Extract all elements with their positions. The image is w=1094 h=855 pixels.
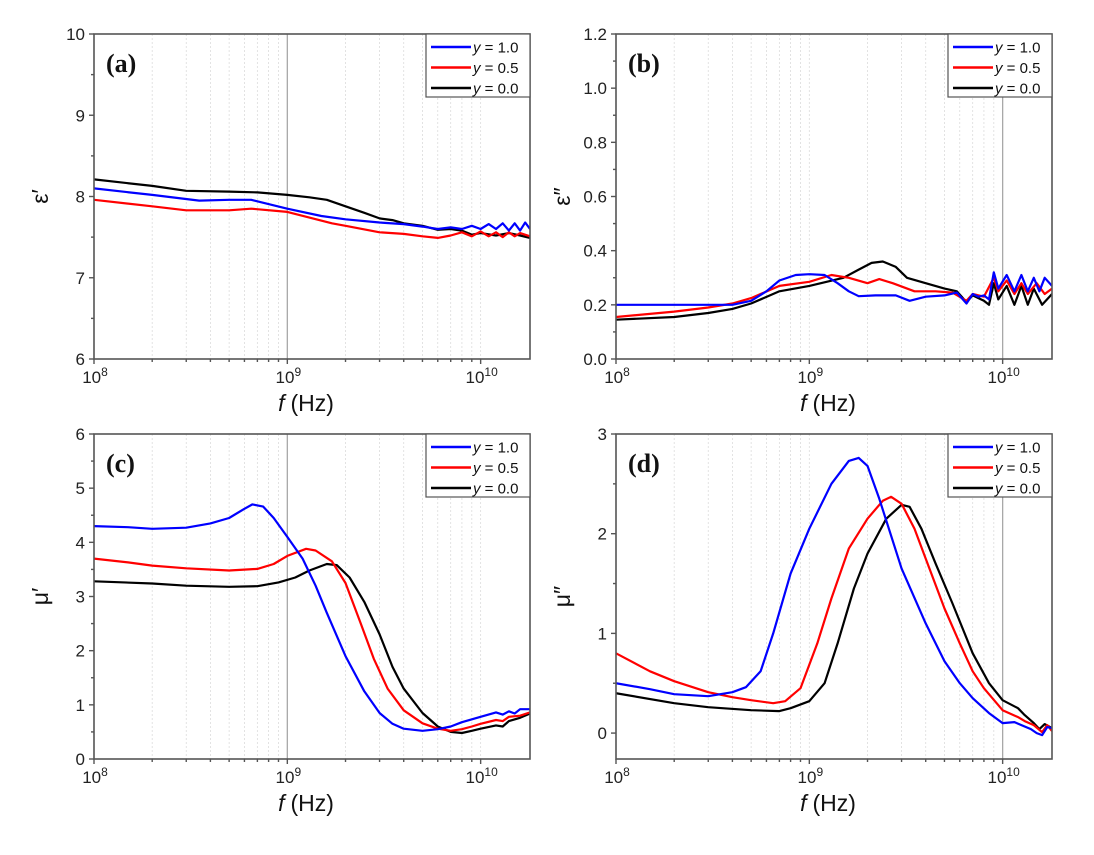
legend-label: y = 0.0 (472, 481, 518, 498)
y-tick-label: 3 (598, 425, 607, 444)
legend: y = 1.0 y = 0.5 y = 0.0 (947, 433, 1053, 498)
y-axis-title: μ″ (549, 586, 575, 607)
x-tick-label: 109 (276, 765, 302, 787)
y-tick-label: 1.0 (583, 79, 607, 98)
x-axis-title: f (Hz) (800, 790, 856, 816)
legend-label: y = 1.0 (472, 40, 518, 57)
y-axis-title: μ′ (27, 588, 53, 606)
panel-a: 6 7 8 9 10 108 109 1010 f (Hz) ε′ (a) y = 1.0 y = 0.5… (27, 25, 531, 416)
y-tick-label: 6 (76, 350, 85, 369)
panel-label: (d) (628, 449, 660, 478)
plot-frame (615, 433, 1053, 760)
legend: y = 1.0 y = 0.5 y = 0.0 (947, 33, 1053, 98)
x-tick-label: 109 (798, 365, 824, 387)
series-group (94, 178, 530, 239)
panel-label: (c) (106, 449, 135, 478)
series-line-y-0-5 (616, 495, 1052, 734)
legend-label: y = 0.5 (472, 460, 518, 477)
y-tick-label: 2 (76, 642, 85, 661)
y-tick-label: 4 (76, 533, 85, 552)
x-tick-label: 1010 (988, 365, 1021, 387)
x-tick-label: 109 (798, 765, 824, 787)
legend-label: y = 0.0 (472, 81, 518, 98)
panel-label: (a) (106, 49, 136, 78)
series-group (94, 503, 530, 735)
y-tick-label: 6 (76, 425, 85, 444)
legend-label: y = 0.0 (994, 81, 1040, 98)
y-tick-label: 8 (76, 188, 85, 207)
y-tick-label: 3 (76, 588, 85, 607)
x-tick-label: 1010 (466, 365, 499, 387)
series-line-y-1-0 (616, 456, 1052, 737)
y-tick-label: 5 (76, 479, 85, 498)
x-tick-label: 1010 (466, 765, 499, 787)
y-tick-label: 0.0 (583, 350, 607, 369)
legend-label: y = 1.0 (472, 440, 518, 457)
x-tick-label: 1010 (988, 765, 1021, 787)
legend-label: y = 0.5 (994, 460, 1040, 477)
x-axis-title: f (Hz) (278, 390, 334, 416)
legend-box (947, 433, 1053, 498)
series-line-y-1-0 (94, 503, 530, 732)
series-line-y-1-0 (616, 271, 1052, 306)
x-axis-title: f (Hz) (800, 390, 856, 416)
gridlines (151, 434, 482, 759)
series-line-y-1-0 (94, 187, 530, 232)
gridlines (151, 34, 482, 359)
x-tick-label: 108 (82, 365, 108, 387)
panel-b: 0.0 0.2 0.4 0.6 0.8 1.0 1.2 108 109 1010 f (Hz) ε″ (b… (549, 25, 1053, 416)
series-group (616, 260, 1052, 321)
series-line-y-0-5 (94, 547, 530, 732)
y-tick-label: 7 (76, 269, 85, 288)
x-tick-label: 108 (82, 765, 108, 787)
panel-label: (b) (628, 49, 660, 78)
legend-label: y = 0.5 (472, 60, 518, 77)
legend: y = 1.0 y = 0.5 y = 0.0 (425, 433, 531, 498)
legend-label: y = 0.0 (994, 481, 1040, 498)
y-tick-label: 1.2 (583, 25, 607, 44)
y-tick-label: 1 (76, 696, 85, 715)
y-tick-label: 0.8 (583, 133, 607, 152)
y-axis-title: ε″ (549, 187, 575, 205)
x-tick-label: 108 (604, 765, 630, 787)
y-tick-label: 0 (598, 724, 607, 743)
y-tick-label: 0 (76, 750, 85, 769)
series-line-y-0-0 (616, 503, 1052, 731)
y-tick-label: 0.2 (583, 296, 607, 315)
x-axis-title: f (Hz) (278, 790, 334, 816)
x-tick-label: 109 (276, 365, 302, 387)
y-axis-title: ε′ (27, 189, 53, 204)
x-tick-label: 108 (604, 365, 630, 387)
y-tick-label: 10 (66, 25, 85, 44)
y-tick-label: 1 (598, 624, 607, 643)
legend-box (425, 433, 531, 498)
legend-label: y = 1.0 (994, 440, 1040, 457)
legend-label: y = 0.5 (994, 60, 1040, 77)
series-group (616, 456, 1052, 737)
y-tick-label: 0.4 (583, 242, 607, 261)
series-line-y-0-0 (616, 260, 1052, 321)
series-line-y-0-5 (94, 198, 530, 239)
legend-label: y = 1.0 (994, 40, 1040, 57)
legend-box (425, 33, 531, 98)
y-tick-label: 0.6 (583, 188, 607, 207)
panel-c: 0 1 2 3 4 5 6 108 109 1010 f (Hz) μ′ (c) y = 1.0 y = 0.… (27, 425, 531, 816)
legend-box (947, 33, 1053, 98)
legend: y = 1.0 y = 0.5 y = 0.0 (425, 33, 531, 98)
y-tick-label: 2 (598, 525, 607, 544)
y-tick-label: 9 (76, 106, 85, 125)
series-line-y-0-0 (94, 562, 530, 735)
